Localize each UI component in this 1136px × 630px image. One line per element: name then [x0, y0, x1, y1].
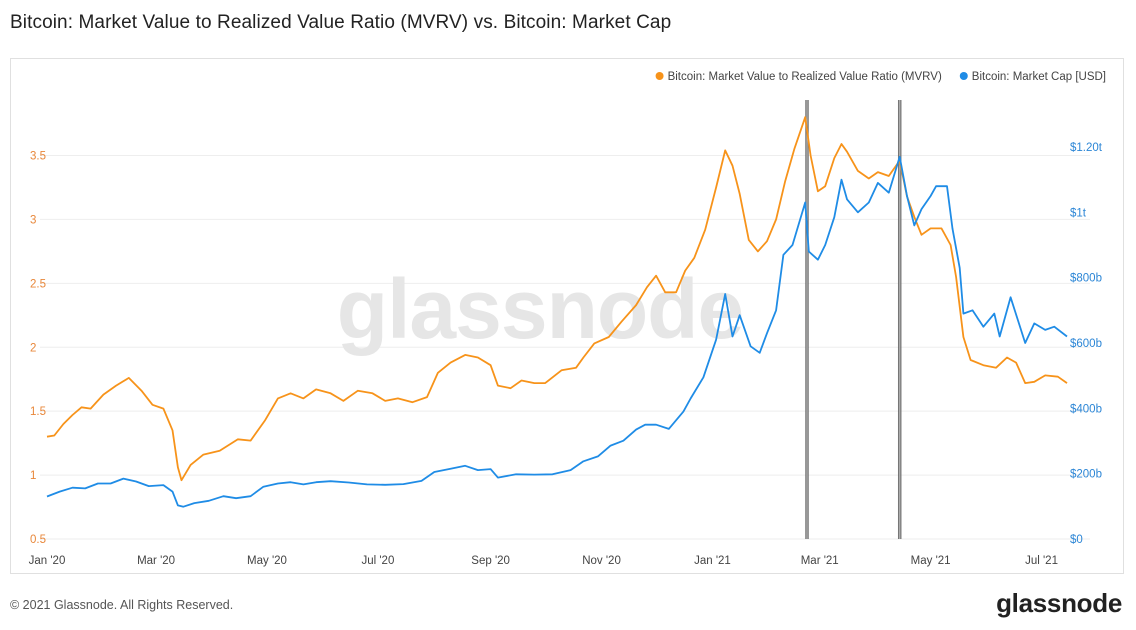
x-tick-label: May '21 — [911, 555, 951, 567]
copyright-text: © 2021 Glassnode. All Rights Reserved. — [10, 598, 234, 612]
legend-label: Bitcoin: Market Value to Realized Value … — [668, 71, 942, 83]
y-left-tick-label: 1.5 — [30, 406, 46, 418]
glassnode-logo[interactable]: glassnode — [996, 588, 1122, 618]
marker-lines — [805, 100, 902, 539]
y-right-tick-label: $200b — [1070, 469, 1102, 481]
y-left-tick-label: 2 — [30, 342, 36, 354]
y-axis-left: 0.5 1 1.5 2 2.5 3 3.5 — [30, 151, 46, 546]
x-axis: Jan '20 Mar '20 May '20 Jul '20 Sep '20 Nov '… — [29, 555, 1058, 567]
watermark-text: glassnode — [337, 262, 743, 356]
chart-svg: glassnode 0.5 1 1.5 2 2.5 3 3.5 $0 $200b $400b $6… — [29, 71, 1106, 567]
x-tick-label: Sep '20 — [471, 555, 510, 567]
y-left-tick-label: 2.5 — [30, 278, 46, 290]
x-tick-label: Jul '21 — [1025, 555, 1058, 567]
y-left-tick-label: 3 — [30, 214, 36, 226]
y-axis-right: $0 $200b $400b $600b $800b $1t $1.20t — [1070, 142, 1103, 546]
market-cap-line — [46, 155, 1068, 508]
x-tick-label: Jan '20 — [29, 555, 66, 567]
y-right-tick-label: $1t — [1070, 207, 1087, 219]
x-tick-label: Nov '20 — [582, 555, 621, 567]
y-right-tick-label: $1.20t — [1070, 142, 1103, 154]
marketcap-series-group — [46, 155, 1068, 508]
y-right-tick-label: $400b — [1070, 403, 1102, 415]
x-tick-label: Mar '21 — [801, 555, 839, 567]
y-right-tick-label: $800b — [1070, 273, 1102, 285]
x-tick-label: Jan '21 — [694, 555, 731, 567]
chart-title: Bitcoin: Market Value to Realized Value … — [10, 12, 672, 33]
y-left-tick-label: 3.5 — [30, 151, 46, 163]
mvrv-line — [46, 116, 1068, 482]
mvrv-series-group — [46, 116, 1068, 482]
y-left-tick-label: 0.5 — [30, 534, 46, 546]
y-right-tick-label: $600b — [1070, 338, 1102, 350]
x-tick-label: Mar '20 — [137, 555, 175, 567]
chart-panel — [10, 58, 1124, 574]
legend-dot — [959, 72, 968, 80]
legend-dot — [655, 72, 664, 80]
legend: Bitcoin: Market Cap [USD] Bitcoin: Market… — [655, 71, 1106, 83]
legend-label: Bitcoin: Market Cap [USD] — [972, 71, 1106, 83]
x-tick-label: May '20 — [247, 555, 287, 567]
y-right-tick-label: $0 — [1070, 534, 1083, 546]
x-tick-label: Jul '20 — [361, 555, 394, 567]
y-left-tick-label: 1 — [30, 470, 36, 482]
